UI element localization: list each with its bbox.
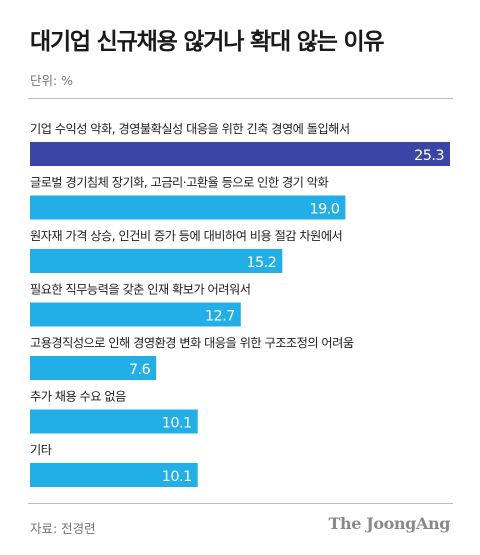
category-label: 필요한 직무능력을 갖춘 인재 확보가 어려워서 (30, 283, 250, 297)
category-label: 글로벌 경기침체 장기화, 고금리·고환율 등으로 인한 경기 악화 (30, 176, 328, 190)
brand-logo: The JoongAng (328, 514, 451, 533)
value-label: 19.0 (310, 202, 340, 218)
value-label: 25.3 (414, 148, 444, 164)
value-label: 10.1 (162, 469, 192, 485)
category-label: 원자재 가격 상승, 인건비 증가 등에 대비하여 비용 절감 차원에서 (30, 229, 342, 243)
category-label: 추가 채용 수요 없음 (30, 390, 126, 404)
value-label: 15.2 (246, 255, 276, 271)
value-label: 12.7 (205, 309, 235, 325)
unit-label: 단위: % (30, 73, 74, 88)
bar (30, 302, 241, 327)
value-label: 10.1 (162, 416, 192, 432)
bar (30, 142, 450, 166)
source-note: 자료: 전경련 (30, 521, 96, 536)
value-label: 7.6 (129, 362, 151, 378)
bar (30, 249, 283, 273)
category-label: 고용경직성으로 인해 경영환경 변화 대응을 위한 구조조정의 어려움 (30, 336, 354, 350)
bottom-divider (28, 503, 453, 504)
top-divider (28, 98, 453, 99)
category-label: 기업 수익성 악화, 경영불확실성 대응을 위한 긴축 경영에 돌입해서 (30, 122, 350, 136)
bar (30, 463, 198, 487)
bar (30, 356, 157, 380)
bar (30, 409, 198, 434)
category-label: 기타 (30, 443, 52, 457)
chart-title: 대기업 신규채용 않거나 확대 않는 이유 (30, 29, 385, 55)
bar (30, 195, 346, 220)
